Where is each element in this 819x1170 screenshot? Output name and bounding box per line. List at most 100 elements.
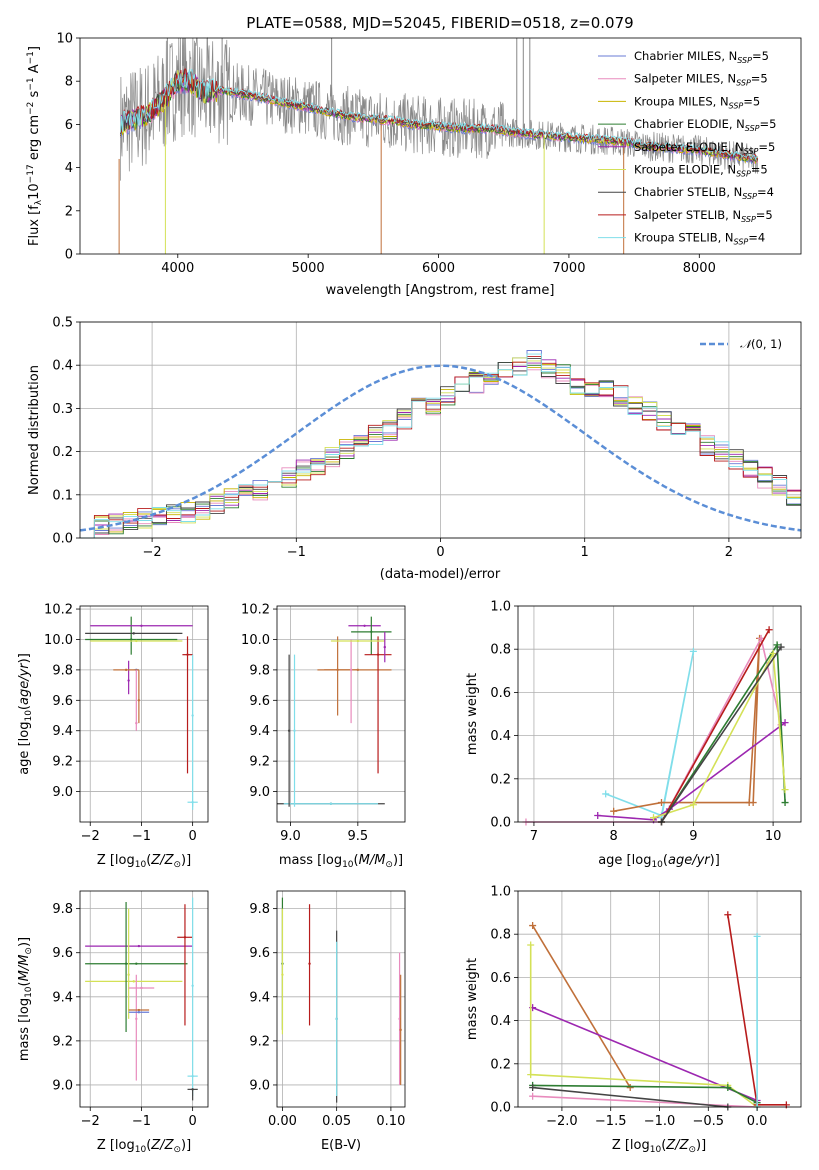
y-tick-label: 6	[65, 118, 73, 133]
x-tick-label: 9.0	[280, 829, 301, 844]
weight-point-marker	[749, 799, 757, 807]
y-tick-label: 0	[65, 248, 73, 263]
x-tick-label: 8	[610, 829, 618, 844]
x-tick-label: 6000	[422, 261, 455, 276]
weight-point-marker	[781, 799, 789, 807]
weight-point-marker	[529, 922, 537, 930]
data-point	[135, 639, 138, 643]
weight-series-line	[532, 1084, 758, 1104]
data-point	[308, 962, 311, 965]
y-tick-label: 4	[65, 161, 73, 176]
y-tick-label: 0.6	[490, 971, 511, 986]
y-tick-label: 9.2	[52, 755, 73, 770]
x-tick-label: −2	[143, 545, 162, 560]
x-tick-label: 0.0	[747, 1114, 768, 1129]
y-tick-label: 9.0	[52, 1078, 73, 1093]
data-point	[130, 638, 133, 641]
residual-panel: −2 −1 0 1 2 0.0 0.1 0.2 0.3 0.4 0.5 (data-model)/e…	[27, 316, 802, 582]
y-tick-label: 1.0	[490, 600, 511, 615]
y-tick-label: 0.0	[52, 532, 73, 547]
y-tick-label: 9.8	[249, 663, 270, 678]
data-point	[356, 639, 360, 643]
age-vs-Z-axes-frame	[79, 605, 209, 823]
data-point	[186, 653, 189, 656]
x-tick-label: 5000	[292, 261, 325, 276]
spectrum-axes-frame	[79, 37, 802, 255]
x-tick-label: −2	[81, 1114, 100, 1129]
x-tick-label: −1	[132, 1114, 151, 1129]
weight-point-marker	[777, 643, 785, 651]
y-tick-label: 0.3	[52, 402, 73, 417]
data-point	[127, 973, 130, 976]
x-tick-label: 0	[188, 1114, 196, 1129]
weight-point-marker	[527, 941, 535, 949]
weight-series-line	[605, 651, 695, 818]
x-tick-label: 0	[436, 545, 444, 560]
age-vs-mass-panel: 9.0 9.5 9.0 9.2 9.4 9.6 9.8 10.0 10.2 mass [log1…	[241, 603, 406, 870]
x-tick-label: 8000	[683, 261, 716, 276]
y-tick-label: 0.0	[490, 816, 511, 831]
data-point	[124, 668, 128, 672]
gaussian-legend: 𝒩(0, 1)	[700, 337, 782, 351]
y-tick-label: 9.4	[52, 990, 73, 1005]
weight-vs-Z-xlabel: Z [log10(Z/Z⊙)]	[612, 1138, 706, 1155]
age-vs-mass-xlabel: mass [log10(M/M⊙)]	[279, 853, 403, 870]
weight-point-marker	[610, 807, 618, 815]
weight-point-marker	[753, 932, 761, 940]
weight-point-marker	[650, 814, 658, 822]
weight-series-line	[526, 636, 782, 823]
y-tick-label: 0.1	[52, 488, 73, 503]
residual-ylabel: Normed distribution	[27, 365, 42, 495]
data-point	[135, 962, 138, 965]
y-tick-label: 10.2	[44, 603, 73, 618]
legend-label: Kroupa MILES, NSSP=5	[634, 94, 760, 110]
x-tick-label: −2.0	[546, 1114, 578, 1129]
weight-point-marker	[724, 1084, 732, 1092]
y-tick-label: 0.0	[490, 1101, 511, 1116]
weight-point-marker	[527, 1071, 535, 1079]
weight-series-line	[532, 1086, 728, 1108]
x-tick-label: −1.0	[644, 1114, 676, 1129]
y-tick-label: 9.2	[249, 755, 270, 770]
x-tick-label: 9.5	[347, 829, 368, 844]
x-tick-label: 7000	[552, 261, 585, 276]
y-tick-label: 10.2	[241, 603, 270, 618]
data-point	[191, 984, 194, 987]
data-point	[137, 699, 141, 702]
weight-vs-age-xlabel: age [log10(age/yr)]	[598, 853, 720, 870]
y-tick-label: 9.4	[249, 990, 270, 1005]
x-tick-label: 0	[188, 829, 196, 844]
y-tick-label: 9.6	[52, 946, 73, 961]
y-tick-label: 0.8	[490, 928, 511, 943]
mass-vs-Z-ylabel: mass [log10(M/M⊙)]	[17, 937, 34, 1061]
data-point	[137, 1011, 141, 1014]
y-tick-label: 0.4	[490, 729, 511, 744]
x-tick-label: 9	[689, 829, 697, 844]
weight-point-marker	[529, 1084, 537, 1092]
y-tick-label: 0.4	[490, 1014, 511, 1029]
x-tick-label: 0.10	[376, 1114, 405, 1129]
data-point	[191, 801, 194, 804]
mass-vs-EBV-panel: 0.00 0.05 0.10 9.0 9.2 9.4 9.6 9.8 E(B-V)	[249, 890, 406, 1153]
data-point	[140, 986, 143, 990]
y-tick-label: 9.6	[249, 946, 270, 961]
mass-vs-Z-panel: −2 −1 0 9.0 9.2 9.4 9.6 9.8 Z [log10(Z/Z⊙)] mas…	[17, 890, 209, 1155]
spectrum-legend: Chabrier MILES, NSSP=5 Salpeter MILES, NS…	[598, 49, 776, 247]
data-point	[124, 962, 128, 965]
legend-label: Salpeter MILES, NSSP=5	[634, 72, 768, 88]
y-tick-label: 1.0	[490, 885, 511, 900]
weight-vs-age-ylabel: mass weight	[465, 673, 480, 755]
y-tick-label: 0.4	[52, 359, 73, 374]
data-point	[287, 729, 291, 732]
legend-label: Kroupa STELIB, NSSP=4	[634, 231, 765, 247]
y-tick-label: 9.0	[249, 785, 270, 800]
y-tick-label: 9.8	[52, 902, 73, 917]
weight-series-line	[660, 629, 770, 823]
data-point	[137, 1008, 141, 1012]
data-point	[370, 630, 373, 634]
y-tick-label: 0.2	[52, 445, 73, 460]
x-tick-label: −1	[132, 829, 151, 844]
data-point	[335, 1017, 338, 1021]
weight-point-marker	[765, 626, 773, 634]
gaussian-curve	[79, 364, 802, 532]
